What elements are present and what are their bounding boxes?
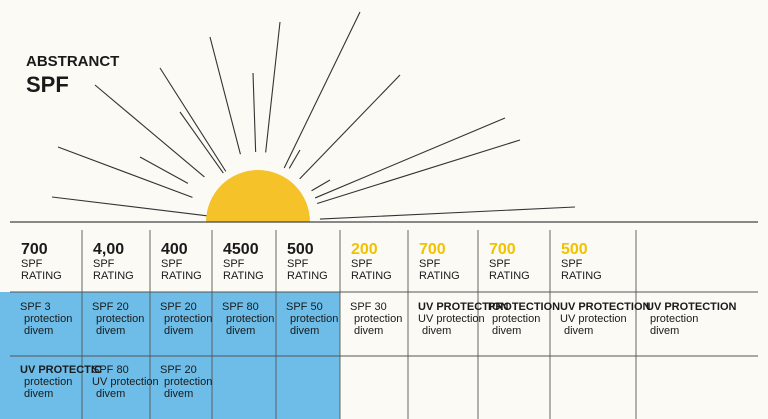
cell-heading: UV PROTECTION [646, 301, 737, 313]
cell-text: UV protection [92, 376, 159, 388]
rating-unit: SPF [161, 258, 183, 270]
sun-ray [265, 21, 281, 153]
cell-text: UV protection [418, 313, 485, 325]
cell-text: protection [226, 313, 275, 325]
rating-unit: SPF [419, 258, 441, 270]
cell-heading: SPF 20 [160, 364, 197, 376]
sun-ray [317, 139, 521, 205]
rating-unit: SPF [21, 258, 43, 270]
cell-text: protection [24, 376, 73, 388]
sun-ray [139, 156, 189, 184]
sun-ray [311, 179, 331, 192]
sun-ray [51, 196, 219, 218]
rating-value: 500 [561, 241, 588, 258]
table-grid [10, 230, 758, 419]
cell-text: divem [24, 388, 54, 400]
sun-ray [314, 117, 506, 199]
cell-text: divem [492, 325, 522, 337]
sun-rays [51, 11, 576, 220]
cell-text: divem [96, 325, 126, 337]
cell-heading: SPF 30 [350, 301, 387, 313]
subtitle: SPF [26, 72, 69, 97]
cell-text: protection [24, 313, 73, 325]
rating-label: RATING [351, 270, 392, 282]
cell-text: protection [290, 313, 339, 325]
rating-unit: SPF [93, 258, 115, 270]
cell-heading: UV PROTECTION [560, 301, 651, 313]
cell-heading: PROTECTION [488, 301, 561, 313]
cell-text: protection [354, 313, 403, 325]
cell-heading: SPF 20 [160, 301, 197, 313]
sun-ray [209, 36, 241, 155]
rating-value: 500 [287, 241, 314, 258]
rating-value: 200 [351, 241, 378, 258]
rating-label: RATING [489, 270, 530, 282]
sun-ray [288, 149, 301, 169]
rating-unit: SPF [489, 258, 511, 270]
cell-text: divem [164, 388, 194, 400]
cell-text: protection [492, 313, 541, 325]
sun-ray [94, 84, 205, 178]
rating-value: 4,00 [93, 241, 125, 258]
cell-heading: SPF 50 [286, 301, 323, 313]
cell-text: protection [96, 313, 145, 325]
rating-label: RATING [223, 270, 264, 282]
rating-unit: SPF [223, 258, 245, 270]
cell-heading: UV PROTECTION [418, 301, 509, 313]
rating-unit: SPF [351, 258, 373, 270]
sun-ray [283, 11, 361, 169]
rating-unit: SPF [287, 258, 309, 270]
rating-label: RATING [93, 270, 134, 282]
cell-text: divem [422, 325, 452, 337]
cell-heading: SPF 80 [92, 364, 129, 376]
sun-ray [299, 74, 401, 180]
cell-heading: UV PROTECTIC [20, 364, 102, 376]
sun-ray [179, 111, 224, 174]
cell-heading: SPF 20 [92, 301, 129, 313]
sun-ray [57, 146, 193, 198]
rating-value: 4500 [223, 241, 259, 258]
cell-text: divem [96, 388, 126, 400]
sun-ray [159, 67, 227, 172]
cell-text: protection [164, 313, 213, 325]
rating-label: RATING [161, 270, 202, 282]
rating-label: RATING [419, 270, 460, 282]
rating-label: RATING [287, 270, 328, 282]
cell-text: UV protection [560, 313, 627, 325]
cell-text: protection [650, 313, 699, 325]
sun-ray [319, 206, 576, 220]
cell-text: divem [164, 325, 194, 337]
sun [206, 170, 310, 222]
cell-text: divem [564, 325, 594, 337]
rating-unit: SPF [561, 258, 583, 270]
rating-value: 700 [489, 241, 516, 258]
rating-label: RATING [561, 270, 602, 282]
cell-text: divem [290, 325, 320, 337]
title: ABSTRANCT [26, 53, 120, 70]
cell-text: divem [650, 325, 680, 337]
rating-label: RATING [21, 270, 62, 282]
blue-area [0, 292, 340, 419]
rating-value: 700 [419, 241, 446, 258]
cell-heading: SPF 80 [222, 301, 259, 313]
cell-text: divem [354, 325, 384, 337]
cell-text: divem [226, 325, 256, 337]
rating-value: 700 [21, 241, 48, 258]
cell-text: divem [24, 325, 54, 337]
cell-text: protection [164, 376, 213, 388]
rating-value: 400 [161, 241, 188, 258]
sun-ray [252, 72, 257, 153]
cell-heading: SPF 3 [20, 301, 51, 313]
